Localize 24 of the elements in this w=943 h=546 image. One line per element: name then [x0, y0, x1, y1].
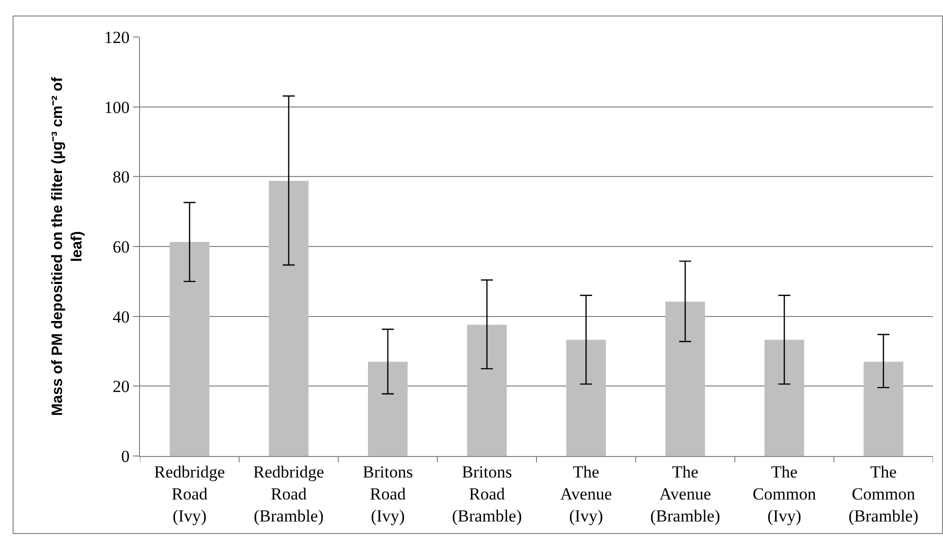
y-tick-label: 60 [112, 237, 130, 256]
x-tick-label: The Common (Ivy) [752, 462, 816, 526]
x-tick-label: Britons Road (Bramble) [452, 462, 522, 526]
y-tick-label: 120 [104, 28, 130, 47]
y-tick-label: 100 [104, 98, 130, 117]
bar [764, 340, 804, 456]
bar [467, 324, 507, 456]
bar [665, 302, 706, 456]
bar [864, 362, 904, 456]
x-tick-label: Britons Road (Ivy) [362, 462, 413, 526]
x-tick-label: The Avenue (Ivy) [560, 462, 612, 526]
y-axis-title: Mass of PM depositied on the filter (µg⁻³ cm⁻² of leaf) [48, 76, 86, 416]
y-tick-label: 40 [112, 307, 130, 326]
bar [268, 180, 309, 456]
y-tick-label: 0 [121, 446, 130, 466]
x-tick-label: The Common (Bramble) [848, 462, 918, 526]
y-tick-label: 80 [112, 168, 130, 187]
bar [566, 340, 606, 456]
x-tick-label: The Avenue (Bramble) [650, 462, 720, 526]
bar [170, 242, 210, 456]
bar [368, 362, 408, 456]
x-tick-label: Redbridge Road (Bramble) [253, 462, 324, 526]
x-tick-label: Redbridge Road (Ivy) [154, 462, 225, 526]
y-tick-label: 20 [112, 377, 130, 396]
